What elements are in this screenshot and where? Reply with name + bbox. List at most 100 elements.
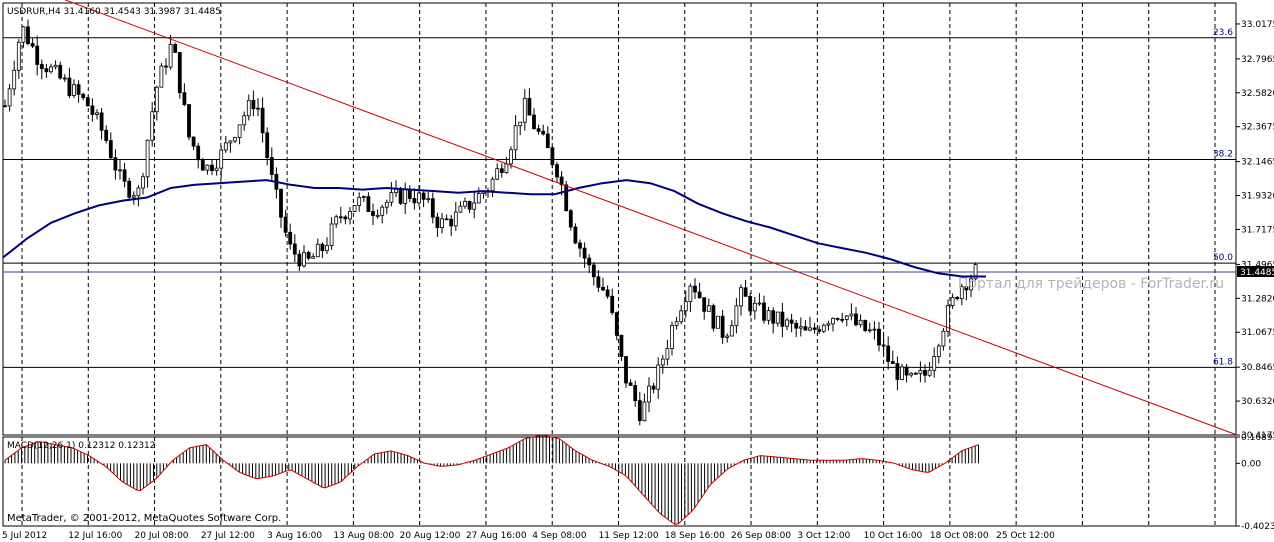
- candle-body: [12, 69, 17, 90]
- candle-body: [959, 286, 964, 300]
- candle-body: [674, 321, 679, 326]
- candle-body: [596, 276, 601, 288]
- price-tick-label: 30.8465: [1241, 363, 1274, 373]
- candle-body: [315, 243, 320, 258]
- candle-body: [821, 324, 826, 332]
- candle-body: [472, 202, 477, 210]
- candle-body: [366, 196, 371, 212]
- candle-body: [660, 358, 665, 366]
- candle-body: [371, 211, 375, 216]
- candle-body: [964, 286, 969, 291]
- candle-body: [426, 198, 431, 201]
- time-tick-label: 25 Oct 12:00: [996, 531, 1055, 541]
- candle-body: [913, 372, 918, 375]
- fibonacci-level-label: 38.2: [1213, 150, 1233, 160]
- candle-body: [223, 142, 228, 151]
- macd-histogram: [4, 434, 979, 526]
- candle-body: [766, 310, 771, 321]
- chart-title: USDRUR,H4 31.4160 31.4543 31.3987 31.448…: [7, 7, 221, 17]
- candle-body: [559, 176, 564, 186]
- candle-body: [886, 345, 891, 362]
- candle-body: [817, 329, 822, 332]
- candle-body: [265, 132, 270, 158]
- candle-body: [30, 43, 35, 47]
- candle-body: [182, 92, 187, 105]
- candle-body: [564, 184, 569, 212]
- candle-body: [527, 97, 532, 116]
- candle-body: [352, 205, 357, 212]
- candle-body: [780, 311, 785, 327]
- candle-body: [357, 196, 362, 206]
- candle-body: [311, 256, 316, 259]
- macd-title: MACD(12,26,1) 0.12312 0.12312: [7, 441, 156, 451]
- time-tick-label: 3 Aug 16:00: [267, 531, 322, 541]
- watermark-text: Портал для трейдеров - ForTrader.ru: [958, 276, 1224, 292]
- candle-body: [541, 130, 546, 135]
- candle-body: [656, 364, 661, 390]
- candle-body: [283, 216, 288, 233]
- candle-body: [642, 401, 647, 421]
- candle-body: [136, 187, 141, 197]
- candle-body: [522, 97, 527, 123]
- candle-body: [936, 345, 941, 357]
- candle-body: [499, 168, 504, 173]
- candle-body: [113, 157, 118, 171]
- candle-body: [904, 366, 909, 376]
- candle-body: [187, 104, 191, 138]
- candle-body: [292, 243, 297, 255]
- candle-body: [49, 66, 53, 73]
- candle-body: [394, 188, 398, 193]
- candle-body: [720, 315, 725, 338]
- candle-body: [449, 218, 454, 227]
- candle-body: [633, 385, 638, 402]
- candle-body: [854, 313, 858, 326]
- candle-body: [743, 287, 748, 297]
- candle-body: [587, 257, 592, 266]
- candle-body: [863, 319, 868, 332]
- macd-axis: 0.16891 0.00 -0.40234: [1236, 433, 1274, 532]
- candle-body: [973, 264, 978, 280]
- fibonacci-level-label: 23.6: [1213, 28, 1233, 38]
- candle-body: [495, 168, 500, 180]
- candle-body: [785, 319, 789, 327]
- candle-body: [918, 369, 923, 374]
- candle-body: [711, 305, 716, 329]
- candle-body: [260, 107, 265, 134]
- time-tick-label: 26 Sep 08:00: [731, 531, 791, 541]
- candle-body: [789, 319, 794, 324]
- candle-body: [343, 216, 348, 220]
- candle-body: [605, 289, 610, 297]
- candle-body: [872, 328, 877, 331]
- candle-body: [932, 356, 937, 371]
- fibonacci-levels: 23.6 38.2 50.0 61.8: [3, 28, 1236, 368]
- copyright-text: MetaTrader, © 2001-2012, MetaQuotes Soft…: [7, 513, 281, 524]
- candle-body: [205, 164, 210, 171]
- candle-body: [683, 301, 688, 312]
- candle-body: [697, 291, 702, 299]
- candle-body: [16, 41, 21, 71]
- time-tick-label: 4 Sep 08:00: [532, 531, 587, 541]
- candle-body: [21, 26, 26, 43]
- candle-body: [39, 64, 44, 70]
- candle-body: [380, 206, 385, 216]
- candle-body: [435, 216, 440, 229]
- candle-body: [867, 329, 872, 332]
- moving-average-line: [2, 179, 986, 278]
- candle-body: [955, 296, 960, 300]
- price-tick-label: 32.3675: [1241, 123, 1274, 133]
- candle-body: [518, 121, 523, 127]
- candle-body: [403, 188, 408, 204]
- candle-body: [118, 169, 122, 172]
- candle-body: [306, 252, 311, 259]
- candle-body: [463, 200, 467, 207]
- candle-body: [440, 218, 444, 229]
- candle-body: [826, 323, 831, 326]
- candle-body: [320, 243, 325, 252]
- candle-body: [26, 26, 30, 44]
- candle-body: [812, 327, 817, 330]
- candle-body: [679, 310, 684, 323]
- candle-body: [794, 322, 799, 329]
- candle-body: [104, 129, 109, 141]
- candle-body: [168, 44, 173, 68]
